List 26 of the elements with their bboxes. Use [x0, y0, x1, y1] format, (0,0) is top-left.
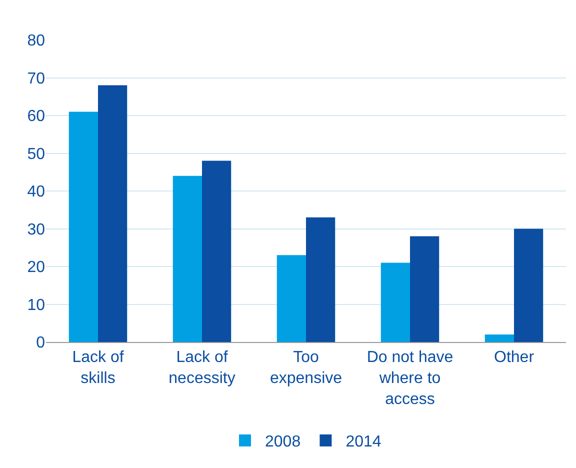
- legend-label: 2014: [346, 434, 382, 451]
- x-tick-label: Lack of skills: [72, 349, 124, 387]
- bar: [306, 217, 336, 342]
- bar: [484, 334, 514, 342]
- x-tick-label: Other: [494, 349, 535, 366]
- bar: [172, 176, 202, 342]
- bar: [202, 160, 232, 342]
- y-tick-label: 40: [27, 184, 46, 201]
- x-tick-label: Do not have where to access: [366, 349, 454, 408]
- x-tick-label: Lack of necessity: [168, 349, 236, 387]
- y-tick-label: 30: [27, 221, 46, 238]
- bar: [514, 228, 544, 342]
- y-tick-label: 60: [27, 108, 46, 126]
- y-tick-label: 10: [27, 296, 46, 314]
- bar: [98, 85, 128, 342]
- bar: [380, 262, 410, 342]
- y-tick-label: 0: [36, 334, 46, 352]
- y-tick-label: 20: [27, 259, 46, 276]
- legend-label: 2008: [265, 434, 301, 451]
- x-tick-label: Too expensive: [270, 349, 342, 387]
- bar: [410, 236, 440, 342]
- y-tick-label: 50: [27, 146, 46, 163]
- bar: [68, 112, 98, 342]
- bar: [276, 255, 306, 342]
- y-tick-label: 70: [27, 70, 46, 88]
- y-tick-label: 80: [27, 32, 46, 50]
